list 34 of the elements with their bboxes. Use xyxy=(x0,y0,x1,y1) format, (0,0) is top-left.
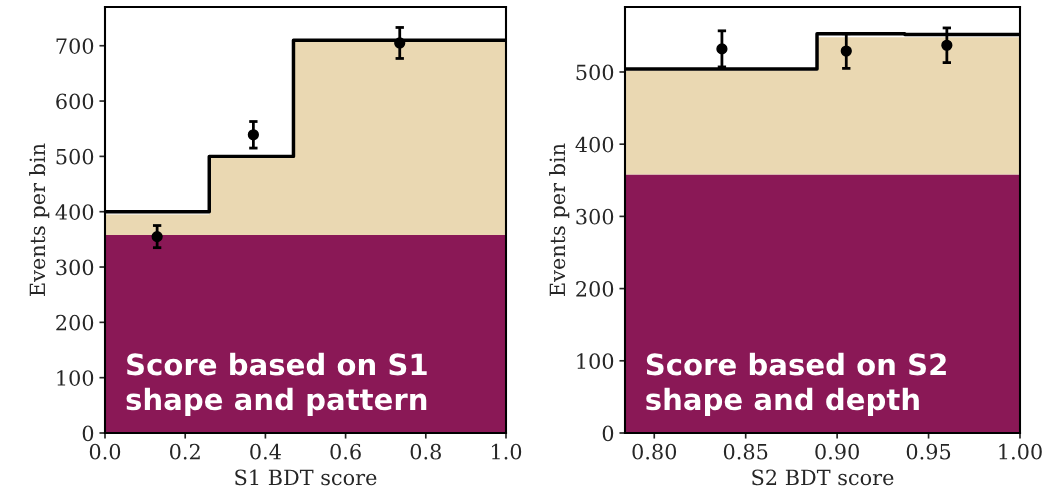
x-tick-label: 0.85 xyxy=(723,443,768,460)
y-tick-label: 200 xyxy=(576,281,614,297)
y-tick-label: 600 xyxy=(56,93,94,110)
x-tick-label: 0.6 xyxy=(330,443,361,460)
point xyxy=(247,129,259,141)
y-tick-label: 500 xyxy=(56,148,94,165)
point xyxy=(394,37,406,49)
x-tick-label: 0.8 xyxy=(410,443,441,460)
y-tick-label: 400 xyxy=(55,204,94,220)
x-tick-label: 0.90 xyxy=(815,443,859,460)
x-tick-label: 0.95 xyxy=(906,443,951,460)
point xyxy=(151,230,163,243)
y-tick-label: 0 xyxy=(602,425,614,442)
x-axis-title: S1 BDT score xyxy=(235,469,377,486)
y-tick-label: 500 xyxy=(576,64,614,81)
annotation: Score based on S2 shape and depth xyxy=(646,352,946,416)
annotation: Score based on S1 shape and pattern xyxy=(126,352,427,416)
x-tick-label: 0.2 xyxy=(170,443,200,460)
x-tick-label: 1.00 xyxy=(999,443,1042,460)
x-axis-title: S2 BDT score xyxy=(752,469,894,486)
x-tick-label: 0.0 xyxy=(89,443,121,460)
y-tick-label: 300 xyxy=(56,259,94,276)
x-tick-label: 0.80 xyxy=(632,443,677,460)
y-tick-label: 700 xyxy=(56,38,94,54)
y-axis-title: Events per bin xyxy=(549,143,570,296)
y-tick-label: 0 xyxy=(82,425,94,442)
x-tick-label: 0.4 xyxy=(250,443,281,460)
y-tick-label: 200 xyxy=(56,314,94,331)
y-tick-label: 400 xyxy=(575,136,614,153)
y-tick-label: 100 xyxy=(57,370,94,386)
y-tick-label: 100 xyxy=(577,353,614,370)
y-axis-title: Events per bin xyxy=(29,143,50,296)
x-tick-label: 1.0 xyxy=(491,443,522,460)
y-tick-label: 300 xyxy=(576,208,614,225)
